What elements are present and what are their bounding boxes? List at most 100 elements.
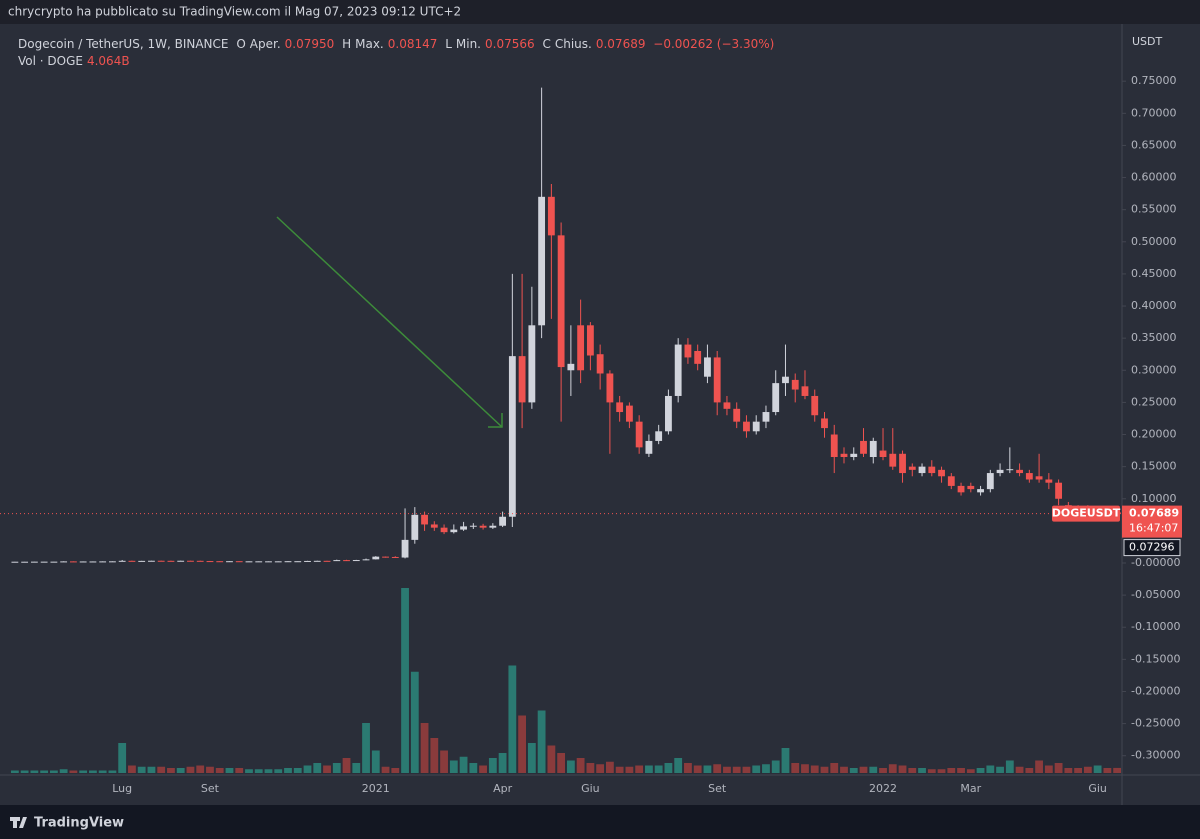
y-tick-label: 0.75000 [1131, 74, 1177, 87]
volume-bar [118, 743, 127, 773]
chart-background [0, 24, 1200, 805]
candle-body [508, 356, 516, 517]
candle-body [284, 561, 292, 563]
candle-body [352, 560, 360, 562]
candle-body [1035, 476, 1043, 480]
volume-bar [196, 765, 205, 773]
candle-body [128, 560, 136, 562]
candle-body [1016, 469, 1023, 474]
y-tick-label: -0.20000 [1131, 684, 1180, 697]
volume-bar [1044, 765, 1053, 773]
candle-body [977, 489, 984, 493]
candle-body [391, 556, 399, 558]
volume-label: Vol · DOGE [18, 54, 83, 68]
candle-body [469, 525, 477, 527]
volume-bar [986, 765, 995, 773]
volume-bar [537, 710, 546, 773]
candle-body [684, 344, 692, 358]
volume-bar [410, 671, 419, 773]
volume-bar [371, 750, 380, 773]
candle-body [109, 561, 116, 563]
volume-bar [401, 588, 409, 773]
volume-bar [391, 768, 400, 773]
volume-bar [342, 758, 351, 773]
y-tick-label: 0.60000 [1131, 171, 1177, 184]
volume-bar [440, 750, 448, 773]
candle-body [996, 469, 1004, 474]
volume-bar [293, 768, 302, 773]
volume-bar [79, 770, 88, 773]
volume-bar [10, 770, 19, 773]
volume-bar [449, 760, 458, 773]
legend-change: −0.00262 (−3.30%) [653, 37, 775, 51]
volume-bar [1113, 767, 1122, 773]
y-tick-label: 0.40000 [1131, 299, 1177, 312]
x-tick-label: 2022 [869, 782, 897, 795]
y-tick-label: -0.25000 [1131, 717, 1180, 730]
volume-bar [869, 766, 878, 773]
candle-body [655, 431, 663, 441]
candle-body [752, 421, 760, 432]
x-tick-label: Lug [112, 782, 132, 795]
volume-bar [1025, 768, 1034, 773]
volume-bar [518, 715, 527, 773]
candle-body [674, 344, 682, 396]
candle-body [187, 560, 194, 562]
candle-body [772, 383, 780, 413]
candle-body [255, 561, 263, 563]
candle-body [450, 529, 458, 533]
candle-body [1006, 469, 1014, 471]
volume-bar [664, 763, 673, 773]
volume-bar [566, 760, 575, 773]
legend-value: 0.08147 [387, 37, 438, 51]
candle-body [596, 354, 604, 374]
y-tick-label: -0.00000 [1131, 556, 1180, 569]
volume-bar [723, 766, 731, 773]
legend-line: Dogecoin / TetherUS, 1W, BINANCE O Aper. 0… [18, 37, 778, 51]
marker-box [1123, 539, 1181, 557]
volume-bar [157, 766, 166, 773]
candle-body [206, 561, 214, 563]
candle-body [1025, 473, 1033, 480]
volume-bar [615, 766, 624, 773]
y-tick-label: -0.15000 [1131, 652, 1180, 665]
candle-body [928, 466, 936, 474]
legend-key: Min. [455, 37, 481, 51]
candle-body [967, 485, 975, 490]
y-tick-label: 0.30000 [1131, 363, 1177, 376]
x-tick-label: Mar [960, 782, 981, 795]
candle-body [294, 561, 302, 563]
candle-body [274, 561, 282, 563]
volume-bar [557, 753, 566, 773]
volume-bar [957, 768, 965, 773]
volume-bar [1083, 766, 1092, 773]
candle-body [938, 469, 945, 477]
volume-bar [625, 766, 634, 773]
candle-body [577, 325, 585, 371]
candle-body [50, 561, 58, 563]
candle-body [69, 561, 77, 563]
candle-body [606, 373, 614, 403]
volume-bar [654, 765, 663, 773]
candle-body [1045, 479, 1053, 483]
x-tick-label: Apr [493, 782, 513, 795]
y-tick-label: 0.70000 [1131, 106, 1177, 119]
candle-body [625, 405, 633, 422]
volume-bar [547, 745, 556, 773]
candle-body [743, 421, 750, 432]
candle-body [547, 196, 555, 236]
candle-body [372, 556, 380, 560]
y-tick-label: 0.65000 [1131, 138, 1177, 151]
footer-bar [0, 805, 1200, 839]
candle-body [616, 402, 624, 413]
volume-bar [508, 665, 517, 773]
candle-body [411, 514, 419, 540]
candle-body [89, 561, 97, 563]
volume-bar [206, 766, 214, 773]
candle-body [499, 516, 507, 526]
volume-bar [488, 758, 497, 773]
candle-body [304, 560, 311, 562]
candle-body [947, 476, 955, 486]
candle-body [21, 561, 29, 563]
publish-info: chrycrypto ha pubblicato su TradingView.… [8, 5, 461, 19]
